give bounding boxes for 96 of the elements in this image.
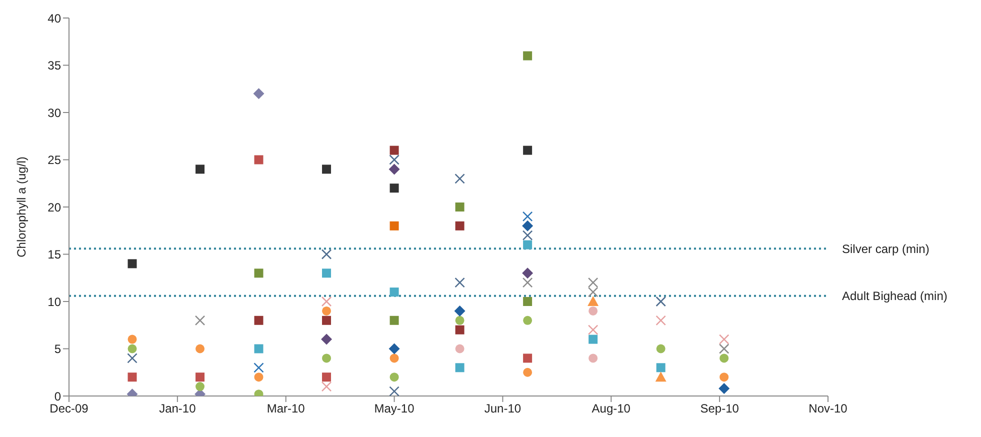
point <box>720 354 729 363</box>
point <box>454 305 466 316</box>
point <box>127 353 138 364</box>
y-tick-label: 30 <box>48 106 62 120</box>
point <box>196 164 205 174</box>
point <box>388 343 400 354</box>
point <box>588 306 598 316</box>
point <box>588 354 598 363</box>
point <box>455 325 464 334</box>
point <box>523 146 532 155</box>
x-tick-label: Nov-10 <box>808 402 848 416</box>
point <box>390 288 399 297</box>
point <box>322 164 332 174</box>
x-tick-label: Aug-10 <box>592 402 631 416</box>
point <box>455 344 464 354</box>
point <box>390 372 399 382</box>
y-tick-label: 15 <box>48 248 62 262</box>
point <box>522 230 533 240</box>
point <box>322 354 332 363</box>
point <box>523 51 532 60</box>
point <box>254 155 264 164</box>
point <box>656 296 666 307</box>
point <box>128 372 137 382</box>
y-tick-label: 10 <box>48 294 62 309</box>
point <box>523 240 532 250</box>
y-tick-label: 5 <box>54 342 62 356</box>
x-tick-label: Jan-10 <box>159 402 196 416</box>
y-tick-label: 40 <box>48 11 62 26</box>
y-tick-label: 0 <box>54 389 62 404</box>
point <box>455 202 464 212</box>
point <box>390 354 399 363</box>
point <box>196 372 205 382</box>
point <box>588 324 598 335</box>
point <box>390 316 399 325</box>
point <box>389 154 400 165</box>
point <box>322 306 332 316</box>
point <box>390 146 399 155</box>
point <box>322 372 332 382</box>
point <box>254 362 264 373</box>
point <box>253 88 264 100</box>
x-tick-label: May-10 <box>374 402 415 416</box>
point <box>588 334 598 344</box>
ref-line-label: Adult Bighead (min) <box>842 289 948 304</box>
point <box>128 259 137 268</box>
point <box>718 334 730 344</box>
point <box>128 334 137 344</box>
point <box>455 221 464 230</box>
point <box>588 296 599 306</box>
point <box>254 344 264 354</box>
point <box>454 174 465 184</box>
point <box>388 164 400 175</box>
point <box>523 368 532 377</box>
point <box>523 316 532 325</box>
x-tick-label: Jun-10 <box>484 402 522 416</box>
point <box>656 344 666 354</box>
point <box>254 316 264 325</box>
point <box>390 221 399 230</box>
point <box>321 381 332 392</box>
point <box>321 334 332 345</box>
y-axis-title: Chlorophyll a (ug/l) <box>14 156 28 258</box>
point <box>522 277 533 288</box>
point <box>522 220 534 232</box>
point <box>522 211 533 222</box>
point <box>321 296 332 307</box>
y-tick-label: 20 <box>48 200 62 214</box>
point <box>455 316 464 325</box>
point <box>321 249 332 260</box>
point <box>523 354 532 363</box>
point <box>656 363 666 372</box>
point <box>196 382 205 392</box>
x-tick-label: Dec-09 <box>50 402 89 416</box>
x-tick-label: Sep-10 <box>700 402 740 416</box>
point <box>455 363 464 372</box>
point <box>655 372 666 382</box>
ref-line-label: Silver carp (min) <box>842 242 930 256</box>
point <box>254 268 264 278</box>
point <box>254 372 264 382</box>
point <box>522 268 534 279</box>
y-tick-label: 35 <box>48 58 62 73</box>
point <box>588 277 598 288</box>
point <box>322 316 332 325</box>
x-tick-label: Mar-10 <box>266 402 306 416</box>
point <box>588 286 598 298</box>
point <box>322 268 332 278</box>
point <box>454 277 465 288</box>
point <box>718 382 730 394</box>
point <box>523 297 532 306</box>
y-tick-label: 25 <box>48 153 62 168</box>
point <box>718 344 730 354</box>
point <box>128 344 137 354</box>
point <box>390 184 399 193</box>
point <box>196 344 205 354</box>
point <box>720 372 729 382</box>
point <box>389 386 400 396</box>
point <box>194 315 206 326</box>
point <box>656 315 666 326</box>
